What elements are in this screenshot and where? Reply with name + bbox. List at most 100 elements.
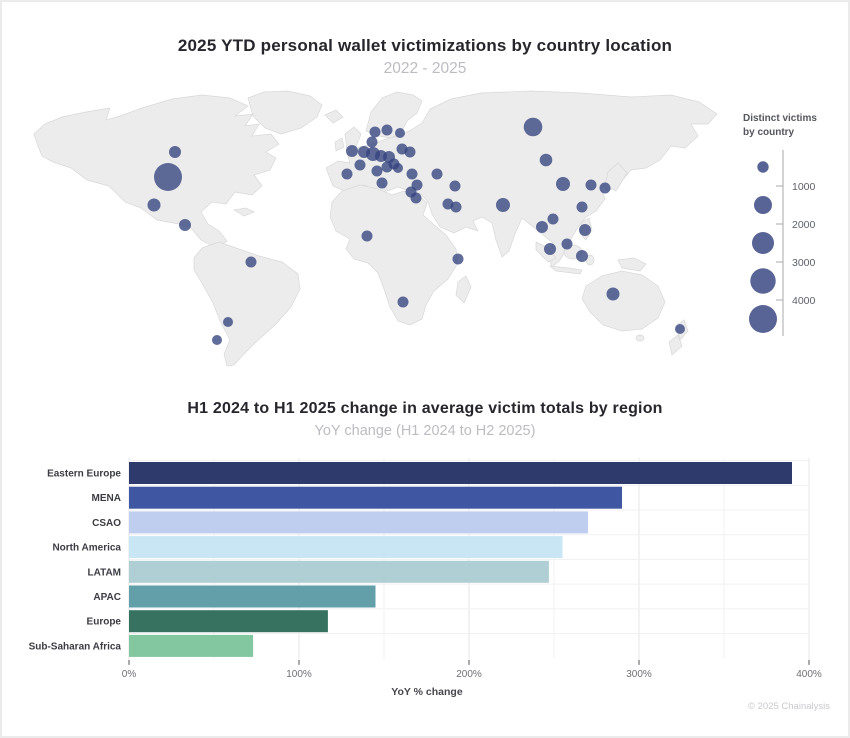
country-bubble [452, 253, 464, 265]
country-bubble [536, 221, 548, 233]
land-java [548, 265, 583, 275]
x-axis-tick-label: 200% [456, 669, 482, 680]
region-label: LATAM [87, 567, 121, 578]
bar-chart-bars: Eastern Europe MENA CSAO North America LATAM… [29, 462, 792, 657]
map-chart-title: 2025 YTD personal wallet victimizations … [177, 36, 673, 55]
country-bubble [381, 124, 393, 136]
country-bubble [147, 198, 161, 212]
country-bubble [431, 168, 443, 180]
country-bubble [585, 179, 597, 191]
country-bubble [579, 224, 591, 236]
region-label: Eastern Europe [47, 469, 121, 480]
country-bubble [369, 126, 381, 138]
region-bar [129, 585, 376, 608]
region-bar-chart: Eastern Europe MENA CSAO North America LATAM… [29, 458, 822, 698]
region-bar [129, 486, 622, 509]
bubble-size-legend: Distinct victims by country 1000 2000 3000… [743, 113, 817, 336]
country-bubble [376, 177, 388, 189]
region-label: APAC [93, 592, 121, 603]
country-bubble [576, 250, 588, 262]
country-bubble [154, 163, 182, 191]
region-bar [129, 511, 588, 534]
x-axis-title: YoY % change [391, 686, 463, 698]
land-ireland [334, 137, 345, 152]
country-bubble [354, 159, 366, 171]
country-bubble [523, 117, 543, 137]
land-new-guinea [617, 257, 647, 272]
region-bar [129, 462, 792, 484]
legend-size-circle [754, 196, 772, 214]
country-bubble [397, 296, 409, 308]
country-bubble [496, 198, 510, 212]
world-map [33, 90, 718, 367]
region-label: Sub-Saharan Africa [29, 641, 122, 652]
legend-size-circle [757, 161, 769, 173]
map-chart-subtitle: 2022 - 2025 [383, 60, 467, 77]
legend-title-line2: by country [743, 127, 795, 138]
legend-size-circle [750, 268, 776, 294]
country-bubble [366, 136, 378, 148]
region-bar [129, 610, 328, 633]
bar-chart-title: H1 2024 to H1 2025 change in average vic… [187, 400, 663, 417]
land-australia [581, 270, 666, 332]
country-bubble [371, 165, 383, 177]
land-caribbean [233, 207, 255, 217]
x-axis-tick-label: 100% [286, 669, 312, 680]
legend-size-circle [749, 305, 777, 333]
country-bubble [393, 163, 403, 173]
country-bubble [341, 168, 353, 180]
legend-marks: 1000 2000 3000 4000 [749, 161, 816, 333]
land-iceland [324, 109, 344, 124]
land-south-america [193, 241, 301, 367]
country-bubble [169, 146, 181, 158]
country-bubble [547, 213, 559, 225]
region-bar [129, 560, 549, 583]
legend-tick-label: 3000 [792, 257, 816, 269]
region-label: CSAO [92, 518, 121, 529]
land-new-zealand-south [668, 334, 683, 356]
country-bubble [450, 201, 462, 213]
country-bubble [395, 128, 405, 138]
country-bubble [599, 182, 611, 194]
bar-chart-axis: 0% 100% 200% 300% 400% [122, 659, 822, 680]
region-label: North America [52, 543, 121, 554]
country-bubble [223, 317, 233, 327]
country-bubble [212, 335, 222, 345]
country-bubble [361, 230, 373, 242]
country-bubble [675, 324, 685, 334]
x-axis-tick-label: 300% [626, 669, 652, 680]
country-bubble [539, 153, 553, 167]
country-bubble [404, 146, 416, 158]
land-greenland [247, 90, 323, 135]
region-label: MENA [92, 493, 121, 504]
region-bar [129, 536, 563, 559]
region-bar [129, 634, 254, 657]
country-bubble [406, 168, 418, 180]
legend-size-circle [752, 232, 774, 254]
country-bubble [576, 201, 588, 213]
country-bubble [245, 256, 257, 268]
land-madagascar [455, 275, 472, 304]
land-tasmania [635, 334, 645, 342]
land-scandinavia [365, 91, 423, 139]
legend-title-line1: Distinct victims [743, 113, 817, 124]
country-bubble [544, 243, 556, 255]
country-bubble [179, 219, 191, 231]
x-axis-tick-label: 400% [796, 669, 822, 680]
copyright-note: © 2025 Chainalysis [748, 701, 830, 712]
country-bubble [606, 287, 620, 301]
bar-chart-subtitle: YoY change (H1 2024 to H2 2025) [314, 423, 536, 439]
country-bubble [346, 145, 358, 157]
legend-tick-label: 2000 [792, 219, 816, 231]
bubble-layer [147, 117, 685, 345]
country-bubble [410, 192, 422, 204]
legend-tick-label: 1000 [792, 181, 816, 193]
x-axis-tick-label: 0% [122, 669, 137, 680]
country-bubble [561, 238, 573, 250]
region-label: Europe [87, 617, 122, 628]
country-bubble [556, 177, 570, 191]
legend-tick-label: 4000 [792, 295, 816, 307]
country-bubble [449, 180, 461, 192]
land-britain [344, 126, 362, 151]
